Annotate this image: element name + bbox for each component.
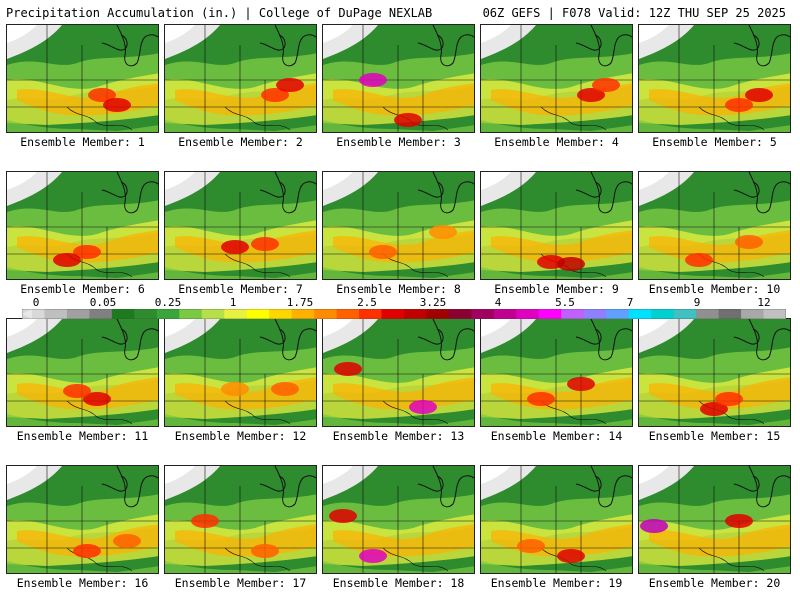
member-label: Ensemble Member: 17: [174, 576, 307, 590]
member-map-12: [164, 318, 317, 427]
member-label: Ensemble Member: 18: [332, 576, 465, 590]
colorbar-segment: [336, 309, 360, 319]
member-label: Ensemble Member: 15: [648, 429, 781, 443]
member-label: Ensemble Member: 14: [490, 429, 623, 443]
member-map-3: [322, 24, 475, 133]
colorbar-segment: [404, 309, 427, 319]
member-label: Ensemble Member: 6: [20, 282, 145, 296]
colorbar-segment: [673, 309, 697, 319]
member-map-5: [638, 24, 791, 133]
member-map-15: [638, 318, 791, 427]
colorbar-segment: [179, 309, 203, 319]
colorbar-segment: [89, 309, 113, 319]
colorbar-segment: [561, 309, 585, 319]
colorbar-tick-label: 12: [757, 296, 771, 309]
colorbar-segment: [651, 309, 675, 319]
colorbar: [22, 309, 786, 319]
member-map-9: [480, 171, 633, 280]
member-label: Ensemble Member: 11: [16, 429, 149, 443]
colorbar-tick-label: 4: [494, 296, 502, 309]
member-label: Ensemble Member: 3: [336, 135, 461, 149]
member-label: Ensemble Member: 19: [490, 576, 623, 590]
member-map-14: [480, 318, 633, 427]
member-map-2: [164, 24, 317, 133]
colorbar-segment: [381, 309, 405, 319]
colorbar-tick-label: 5.5: [555, 296, 575, 309]
member-map-19: [480, 465, 633, 574]
member-label: Ensemble Member: 8: [336, 282, 461, 296]
member-map-11: [6, 318, 159, 427]
colorbar-tick-label: 7: [626, 296, 634, 309]
member-map-20: [638, 465, 791, 574]
member-label: Ensemble Member: 5: [652, 135, 777, 149]
member-label: Ensemble Member: 12: [174, 429, 307, 443]
run-info: 06Z GEFS | F078 Valid: 12Z THU SEP 25 20…: [482, 6, 786, 20]
colorbar-segment: [66, 309, 90, 319]
colorbar-segment: [426, 309, 450, 319]
colorbar-tick-label: 9: [693, 296, 701, 309]
colorbar-segment: [44, 309, 68, 319]
colorbar-segment: [269, 309, 293, 319]
member-map-13: [322, 318, 475, 427]
member-map-8: [322, 171, 475, 280]
colorbar-segment: [201, 309, 225, 319]
member-map-18: [322, 465, 475, 574]
member-map-6: [6, 171, 159, 280]
member-label: Ensemble Member: 16: [16, 576, 149, 590]
colorbar-segment: [741, 309, 765, 319]
member-label: Ensemble Member: 1: [20, 135, 145, 149]
member-label: Ensemble Member: 10: [648, 282, 781, 296]
colorbar-segment: [314, 309, 338, 319]
member-map-4: [480, 24, 633, 133]
colorbar-segment: [696, 309, 720, 319]
colorbar-tick-label: 2.5: [357, 296, 377, 309]
colorbar-segment: [718, 309, 742, 319]
colorbar-segment: [606, 309, 630, 319]
colorbar-tick-label: 0: [32, 296, 40, 309]
member-map-10: [638, 171, 791, 280]
colorbar-segment: [763, 309, 786, 319]
member-map-16: [6, 465, 159, 574]
colorbar-tick-label: 1: [229, 296, 237, 309]
chart-title: Precipitation Accumulation (in.) | Colle…: [6, 6, 433, 20]
colorbar-segment: [246, 309, 270, 319]
colorbar-segment: [224, 309, 248, 319]
colorbar-tick-label: 0.25: [154, 296, 182, 309]
member-label: Ensemble Member: 2: [178, 135, 303, 149]
colorbar-segment: [493, 309, 517, 319]
member-map-1: [6, 24, 159, 133]
colorbar-tick-label: 1.75: [286, 296, 314, 309]
colorbar-segment: [359, 309, 383, 319]
colorbar-segment: [134, 309, 158, 319]
colorbar-segment: [291, 309, 315, 319]
colorbar-segment: [111, 309, 135, 319]
colorbar-segment: [516, 309, 540, 319]
colorbar-segment: [156, 309, 180, 319]
colorbar-segment: [22, 309, 45, 319]
member-label: Ensemble Member: 9: [494, 282, 619, 296]
member-label: Ensemble Member: 7: [178, 282, 303, 296]
colorbar-segment: [583, 309, 607, 319]
colorbar-segment: [538, 309, 562, 319]
colorbar-segment: [471, 309, 495, 319]
colorbar-tick-label: 3.25: [419, 296, 447, 309]
colorbar-tick-label: 0.05: [89, 296, 117, 309]
colorbar-segment: [628, 309, 652, 319]
member-label: Ensemble Member: 20: [648, 576, 781, 590]
member-label: Ensemble Member: 13: [332, 429, 465, 443]
member-map-7: [164, 171, 317, 280]
member-label: Ensemble Member: 4: [494, 135, 619, 149]
member-map-17: [164, 465, 317, 574]
colorbar-segment: [448, 309, 472, 319]
